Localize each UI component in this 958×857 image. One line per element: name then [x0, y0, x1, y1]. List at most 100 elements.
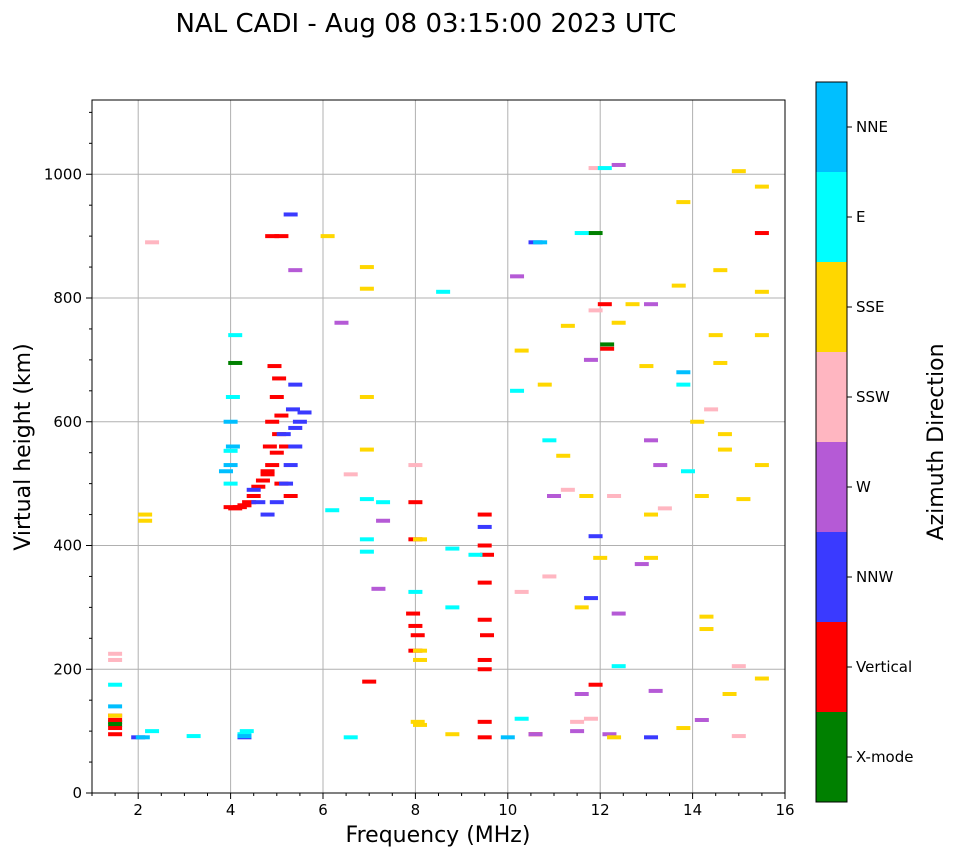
data-point-x-mode [108, 722, 123, 727]
x-axis-ticks: 2 4 6 8 10 12 14 16 [91, 793, 795, 819]
data-point-sse [413, 648, 428, 653]
data-point-nne [218, 469, 233, 474]
data-point-sse [694, 494, 709, 498]
data-point-nnw [251, 500, 266, 505]
data-point-w [602, 732, 617, 737]
data-point-vertical [597, 302, 612, 307]
data-point-w [611, 162, 626, 167]
data-point-sse [754, 289, 769, 294]
data-point-nne [237, 734, 252, 739]
data-point-w [611, 611, 626, 616]
data-point-w [694, 717, 709, 722]
data-point-sse [713, 268, 728, 273]
x-tick-label: 12 [591, 801, 610, 819]
data-point-vertical [246, 494, 261, 498]
data-point-vertical [410, 633, 425, 638]
data-point-vertical [242, 500, 257, 505]
data-point-vertical [260, 469, 275, 474]
data-point-x-mode [588, 231, 603, 236]
data-point-nne [223, 419, 238, 424]
data-point-e [676, 382, 691, 387]
data-point-ssw [408, 463, 423, 468]
data-point-vertical [262, 444, 277, 449]
data-point-w [634, 562, 649, 567]
data-point-sse [579, 494, 594, 498]
data-point-vertical [108, 726, 123, 731]
colorbar-segment-x-mode [816, 712, 847, 802]
data-point-w [288, 268, 303, 273]
data-point-sse [644, 555, 659, 560]
data-point-nnw [269, 500, 284, 505]
colorbar-label: NNW [856, 568, 893, 586]
colorbar-title: Azimuth Direction [924, 343, 949, 540]
data-point-nnw [283, 463, 298, 468]
data-point-e [359, 549, 374, 554]
data-point-vertical [477, 667, 492, 672]
data-point-vertical [480, 552, 495, 557]
data-point-vertical [283, 494, 298, 498]
data-point-vertical [269, 450, 284, 455]
data-point-vertical [408, 623, 423, 628]
colorbar-frame [815, 81, 848, 803]
data-point-nnw [276, 432, 291, 437]
data-point-sse [359, 395, 374, 399]
data-point-vertical [272, 376, 287, 381]
y-tick-label: 200 [53, 660, 82, 678]
colorbar-label: SSE [856, 298, 885, 316]
data-point-e [445, 546, 460, 551]
data-point-sse [359, 447, 374, 452]
data-point-e [680, 469, 695, 474]
data-point-sse [639, 364, 654, 369]
data-point-nnw [588, 534, 603, 539]
data-point-vertical [267, 364, 282, 369]
data-point-w [528, 732, 543, 737]
data-point-e [408, 589, 423, 594]
data-point-nnw [260, 512, 275, 517]
data-point-sse [359, 265, 374, 270]
data-point-sse [717, 447, 732, 452]
data-point-ssw [731, 664, 746, 669]
data-point-e [514, 716, 529, 721]
data-point-ssw [583, 716, 598, 721]
data-point-ssw [570, 719, 585, 724]
data-point-w [510, 274, 525, 279]
data-point-ssw [657, 506, 672, 511]
data-point-vertical [108, 717, 123, 722]
colorbar-segment-nnw [816, 532, 847, 622]
chart-title: NAL CADI - Aug 08 03:15:00 2023 UTC [176, 9, 677, 39]
data-point-vertical [477, 580, 492, 585]
colorbar: X-mode Vertical NNW W SSW SSE E NNE [815, 81, 913, 803]
y-tick-label: 600 [53, 413, 82, 431]
data-point-sse [699, 627, 714, 632]
x-tick-label: 4 [226, 801, 236, 819]
colorbar-label: SSW [856, 388, 890, 406]
data-point-nnw [279, 481, 294, 486]
data-point-ssw [542, 574, 557, 579]
data-point-sse [108, 713, 123, 718]
data-point-sse [731, 169, 746, 174]
data-point-vertical [279, 444, 294, 449]
data-point-nnw [285, 407, 300, 412]
data-point-ssw [731, 734, 746, 739]
data-point-vertical [480, 633, 495, 638]
data-point-sse [625, 302, 640, 307]
data-point-sse [413, 537, 428, 542]
data-point-ssw [704, 407, 719, 412]
data-point-e [376, 500, 391, 505]
data-point-w [644, 438, 659, 443]
data-point-vertical [265, 463, 280, 468]
data-point-e [468, 552, 483, 557]
data-point-nnw [283, 212, 298, 217]
data-point-e [325, 508, 340, 513]
colorbar-label: W [856, 478, 871, 496]
data-point-ssw [343, 472, 358, 477]
x-axis-label: Frequency (MHz) [346, 823, 531, 848]
data-point-sse [556, 453, 571, 458]
data-point-nne [533, 240, 548, 245]
data-point-nne [108, 704, 123, 709]
x-tick-label: 14 [683, 801, 702, 819]
data-point-vertical [477, 512, 492, 517]
data-point-w [648, 688, 663, 693]
data-point-vertical [265, 234, 280, 239]
colorbar-segment-sse [816, 262, 847, 352]
